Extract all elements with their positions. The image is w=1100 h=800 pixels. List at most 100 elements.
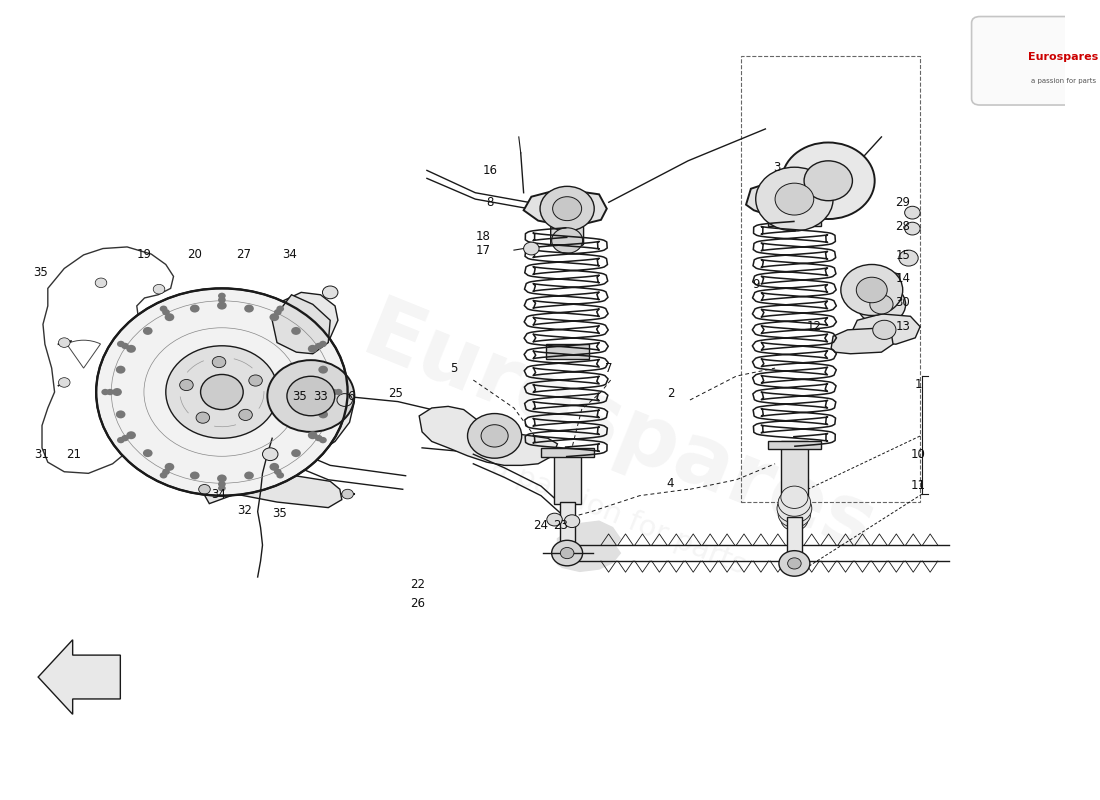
Circle shape (840, 265, 903, 315)
Circle shape (315, 435, 322, 442)
Polygon shape (230, 322, 264, 370)
Circle shape (540, 186, 594, 231)
Circle shape (870, 294, 893, 314)
Circle shape (160, 472, 167, 478)
Circle shape (777, 494, 812, 522)
Circle shape (112, 388, 122, 396)
Text: a passion for parts: a passion for parts (487, 452, 750, 579)
Circle shape (117, 341, 124, 347)
Text: 32: 32 (238, 503, 253, 517)
FancyBboxPatch shape (971, 17, 1100, 105)
Circle shape (267, 360, 354, 432)
Circle shape (342, 490, 353, 499)
Circle shape (244, 471, 254, 479)
Circle shape (319, 341, 327, 347)
Text: 33: 33 (314, 390, 328, 402)
Text: 29: 29 (895, 196, 910, 209)
Text: 18: 18 (475, 230, 491, 243)
Circle shape (781, 509, 807, 530)
Circle shape (788, 558, 801, 569)
Circle shape (200, 374, 243, 410)
Circle shape (162, 469, 169, 475)
Text: 11: 11 (911, 479, 926, 492)
Polygon shape (39, 640, 120, 714)
Text: 6: 6 (346, 390, 354, 402)
Text: 15: 15 (895, 250, 910, 262)
Circle shape (270, 314, 279, 321)
Circle shape (308, 345, 318, 353)
Circle shape (162, 309, 169, 315)
Circle shape (292, 449, 300, 457)
Circle shape (308, 431, 318, 439)
Circle shape (153, 285, 165, 294)
Circle shape (217, 474, 227, 482)
Circle shape (334, 389, 342, 395)
Text: Eurospares: Eurospares (1027, 52, 1098, 62)
Circle shape (776, 183, 814, 215)
Circle shape (218, 481, 226, 487)
Text: 14: 14 (895, 272, 910, 286)
Text: 1: 1 (914, 378, 922, 390)
Circle shape (276, 472, 284, 478)
Circle shape (126, 345, 136, 353)
Circle shape (270, 463, 279, 471)
Circle shape (179, 379, 194, 390)
Text: 35: 35 (273, 506, 287, 520)
Circle shape (857, 285, 905, 324)
Text: 16: 16 (482, 164, 497, 177)
Circle shape (315, 342, 322, 349)
Bar (546, 344, 590, 358)
Circle shape (190, 305, 199, 313)
Circle shape (274, 309, 282, 315)
Circle shape (318, 410, 328, 418)
Text: 7: 7 (605, 362, 613, 374)
Text: 31: 31 (34, 448, 50, 461)
Circle shape (160, 306, 167, 312)
Circle shape (856, 278, 888, 302)
Text: 34: 34 (211, 487, 227, 501)
Circle shape (292, 327, 300, 335)
Circle shape (782, 142, 874, 219)
Circle shape (96, 278, 107, 287)
Polygon shape (419, 406, 558, 466)
Text: 27: 27 (235, 249, 251, 262)
Text: a passion for parts: a passion for parts (1031, 78, 1096, 84)
Circle shape (196, 412, 210, 423)
Polygon shape (272, 294, 330, 354)
Bar (768, 218, 822, 226)
Circle shape (481, 425, 508, 447)
Circle shape (287, 376, 334, 416)
Circle shape (116, 366, 125, 374)
Text: 20: 20 (187, 249, 202, 262)
Circle shape (107, 389, 114, 395)
Bar (541, 448, 594, 458)
Text: 5: 5 (450, 362, 458, 374)
Circle shape (756, 167, 833, 231)
Polygon shape (239, 292, 354, 462)
Bar (781, 442, 807, 498)
Circle shape (564, 515, 580, 527)
Text: 10: 10 (911, 448, 925, 461)
Circle shape (904, 206, 920, 219)
Circle shape (318, 366, 328, 374)
Polygon shape (524, 191, 607, 225)
Circle shape (547, 514, 562, 526)
Circle shape (274, 469, 282, 475)
Circle shape (121, 435, 129, 442)
Text: 26: 26 (409, 597, 425, 610)
Circle shape (143, 327, 153, 335)
Polygon shape (746, 181, 838, 218)
Text: 3: 3 (773, 161, 781, 174)
Circle shape (276, 306, 284, 312)
Text: 23: 23 (553, 519, 568, 533)
Circle shape (778, 490, 811, 516)
Text: 35: 35 (292, 390, 307, 402)
Circle shape (322, 388, 331, 396)
Circle shape (218, 293, 226, 299)
Bar (553, 454, 581, 504)
Circle shape (58, 378, 70, 387)
Text: 13: 13 (895, 320, 910, 333)
Circle shape (552, 228, 583, 254)
Text: 34: 34 (282, 249, 297, 262)
Circle shape (330, 389, 338, 395)
